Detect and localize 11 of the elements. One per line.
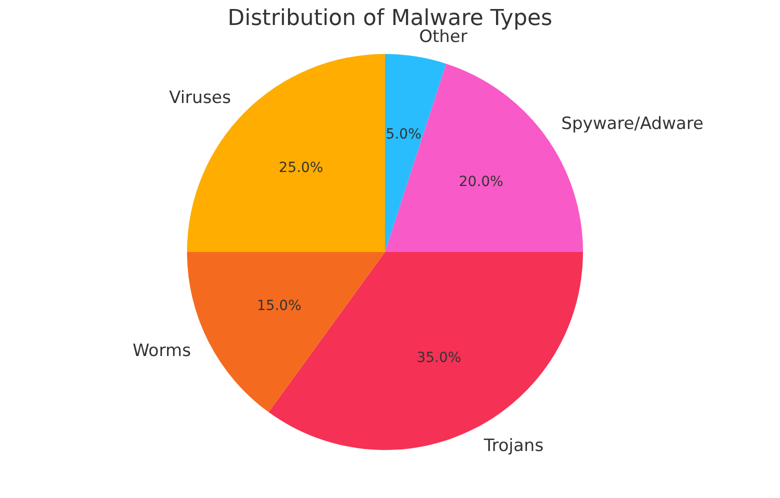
slice-label: Other [419, 26, 468, 47]
slice-label: Spyware/Adware [561, 114, 704, 134]
data-label: 5.0% [386, 126, 422, 143]
data-label: 15.0% [256, 298, 302, 314]
data-label: 35.0% [416, 350, 462, 366]
data-label: 20.0% [458, 174, 504, 190]
pie-slice [385, 54, 446, 252]
slice-label: Trojans [482, 436, 544, 456]
slice-label: Viruses [169, 88, 232, 108]
data-label: 25.0% [278, 160, 324, 176]
slice-label: Worms [132, 340, 192, 361]
